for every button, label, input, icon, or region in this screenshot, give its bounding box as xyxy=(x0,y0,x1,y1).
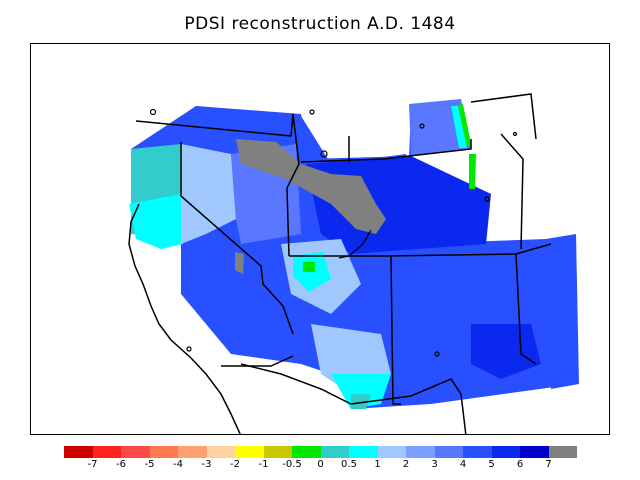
lake-7 xyxy=(512,131,518,137)
legend-swatch xyxy=(406,446,435,458)
legend-label: 0.5 xyxy=(341,459,357,470)
field-cyan-west xyxy=(129,194,183,249)
legend-label: 5 xyxy=(488,459,495,470)
field-gray-idaho xyxy=(236,139,386,234)
legend-label: 4 xyxy=(459,459,467,470)
legend-swatch xyxy=(349,446,378,458)
legend-swatch xyxy=(320,446,349,458)
map-title: PDSI reconstruction A.D. 1484 xyxy=(184,14,456,34)
pdsi-map xyxy=(128,93,579,434)
lake-6 xyxy=(484,196,490,202)
field-gray-nv xyxy=(235,252,244,274)
legend-label: 7 xyxy=(545,459,552,470)
legend-swatch xyxy=(64,446,93,458)
coastline xyxy=(128,203,241,434)
field-green-ut xyxy=(303,262,315,272)
legend-label: -2 xyxy=(230,459,240,470)
lakes xyxy=(149,108,518,357)
legend-label: -0.5 xyxy=(282,459,302,470)
legend-label: 2 xyxy=(402,459,410,470)
border-ca-south xyxy=(221,355,294,367)
boundaries xyxy=(128,93,552,434)
legend-label: 0 xyxy=(317,459,324,470)
legend-label: -3 xyxy=(201,459,212,470)
field-se-blue-edge xyxy=(546,234,579,389)
border-ne-side xyxy=(500,133,524,250)
legend-swatch xyxy=(292,446,321,458)
legend-swatch xyxy=(463,446,492,458)
lake-2 xyxy=(309,109,315,115)
legend-swatch xyxy=(92,446,121,458)
field-rockies-green xyxy=(469,154,476,189)
legend-swatch xyxy=(206,446,235,458)
border-id-west xyxy=(286,113,300,257)
lake-3 xyxy=(320,150,328,158)
legend-swatch xyxy=(491,446,520,458)
legend-label: -5 xyxy=(144,459,155,470)
map-panel xyxy=(30,43,610,435)
legend-label: -4 xyxy=(173,459,183,470)
legend-swatch xyxy=(149,446,178,458)
legend-label: -1 xyxy=(258,459,269,470)
color-legend-labels: -7 -6 -5 -4 -3 -2 -1 -0.5 0 0.5 1 2 3 4 5 6 7 xyxy=(64,459,577,473)
lake-1 xyxy=(149,108,157,116)
field-northeast-cyan xyxy=(451,106,467,148)
field-deep-blue-nm xyxy=(471,324,541,379)
border-az-nm xyxy=(390,255,401,405)
color-legend xyxy=(64,446,577,458)
border-ut-south xyxy=(289,243,552,257)
legend-label: -6 xyxy=(116,459,126,470)
legend-swatch xyxy=(434,446,463,458)
field-light-blue-nv xyxy=(181,144,236,244)
legend-swatch xyxy=(548,446,577,458)
lake-8 xyxy=(186,346,192,352)
lake-5 xyxy=(434,351,440,357)
legend-swatch xyxy=(178,446,207,458)
border-nm-east xyxy=(515,253,537,365)
legend-label: -7 xyxy=(87,459,98,470)
great-salt-lake xyxy=(338,229,372,259)
border-ne-top xyxy=(470,93,537,140)
legend-swatch xyxy=(121,446,150,458)
border-or-ca xyxy=(135,120,292,137)
legend-label: 3 xyxy=(431,459,438,470)
legend-label: 6 xyxy=(516,459,524,470)
legend-swatch xyxy=(235,446,264,458)
legend-swatch xyxy=(520,446,549,458)
legend-swatch xyxy=(263,446,292,458)
border-mt-south xyxy=(300,139,472,163)
border-ca-nv xyxy=(180,142,294,335)
field-teal-south xyxy=(351,394,371,409)
lake-4 xyxy=(419,123,425,129)
border-mexico xyxy=(240,363,467,434)
legend-label: 1 xyxy=(374,459,381,470)
legend-swatch xyxy=(377,446,406,458)
